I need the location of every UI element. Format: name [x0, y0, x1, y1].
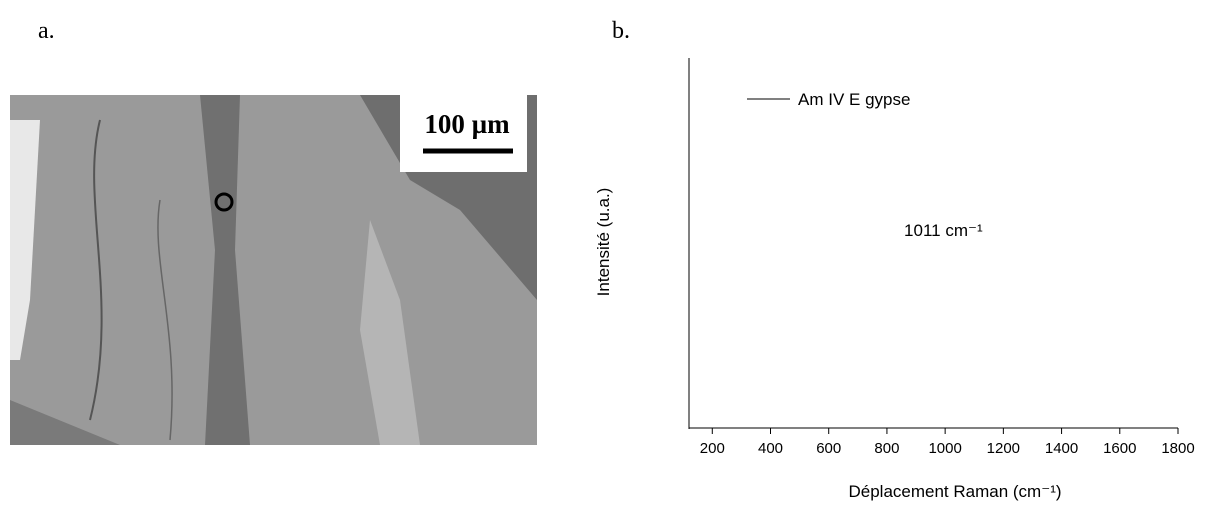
- x-tick-label: 400: [758, 440, 783, 457]
- panel-label: a.: [38, 18, 55, 44]
- x-tick-label: 200: [700, 440, 725, 457]
- x-axis-label: Déplacement Raman (cm⁻¹): [848, 482, 1061, 501]
- legend-label: Am IV E gypse: [798, 90, 910, 109]
- x-tick-label: 600: [816, 440, 841, 457]
- x-tick-label: 1800: [1161, 440, 1194, 457]
- x-tick-label: 1400: [1045, 440, 1078, 457]
- x-tick-label: 800: [874, 440, 899, 457]
- x-tick-label: 1600: [1103, 440, 1136, 457]
- y-axis-label: Intensité (u.a.): [594, 188, 613, 297]
- peak-annotation: 1011 cm⁻¹: [904, 221, 983, 240]
- panel-label: b.: [612, 18, 630, 44]
- micrograph: [10, 95, 537, 445]
- x-tick-label: 1200: [987, 440, 1020, 457]
- scale-bar-label: 100 µm: [424, 109, 510, 139]
- x-tick-label: 1000: [928, 440, 961, 457]
